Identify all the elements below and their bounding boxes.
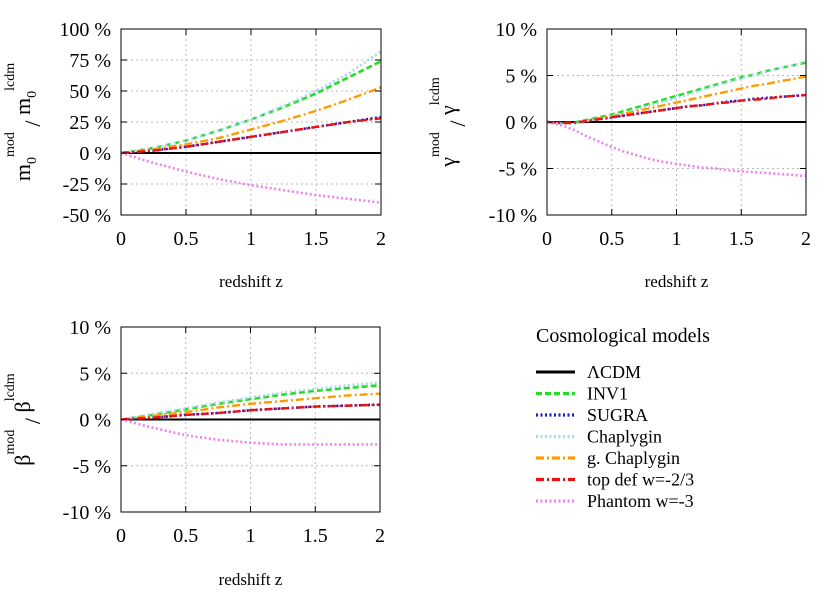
y-axis-label: βmod / βlcdm xyxy=(3,373,45,466)
y-tick-label: 25 % xyxy=(69,112,111,134)
y-axis-label-part: γ xyxy=(435,157,460,168)
x-tick-label: 1 xyxy=(246,228,256,250)
series-line-top-def-w-2-3 xyxy=(546,93,807,125)
series-line-chaplygin xyxy=(120,381,381,421)
legend-label: top def w=-2/3 xyxy=(587,470,694,490)
y-tick-label: 75 % xyxy=(69,50,111,72)
y-axis-label-part: / xyxy=(20,115,45,132)
series-line-g-chaplygin xyxy=(120,86,382,155)
series-line-phantom-w-3 xyxy=(546,120,807,178)
legend-label: g. Chaplygin xyxy=(587,448,680,468)
x-tick-label: 0.5 xyxy=(173,525,198,547)
y-axis-label-part: 0 xyxy=(25,91,40,98)
x-tick-label: 0.5 xyxy=(174,228,199,250)
legend-title: Cosmological models xyxy=(536,325,710,347)
y-axis-label-part: m xyxy=(10,98,35,115)
y-tick-label: 100 % xyxy=(59,19,111,41)
y-axis-label-part: lcdm xyxy=(3,63,18,91)
y-tick-label: -10 % xyxy=(63,502,111,524)
y-axis-label-part: β xyxy=(10,455,35,466)
legend-label: Chaplygin xyxy=(587,427,662,447)
x-tick-label: 1 xyxy=(672,228,682,250)
x-tick-label: 1.5 xyxy=(729,228,754,250)
y-tick-label: 10 % xyxy=(495,19,537,41)
y-tick-label: -10 % xyxy=(489,205,537,227)
x-tick-label: 0 xyxy=(116,525,126,547)
legend: Cosmological models ΛCDMINV1SUGRAChaplyg… xyxy=(536,325,710,511)
y-axis-label-part: / xyxy=(445,115,470,132)
panel-gamma-ratio: 0 0.5 1 1.5 2-10 %-5 %0 %5 %10 %redshift zγm… xyxy=(428,19,811,291)
series-line-top-def-w-2-3 xyxy=(120,403,381,421)
y-tick-label: -5 % xyxy=(499,159,537,181)
legend-label: Phantom w=-3 xyxy=(587,491,694,511)
x-tick-label: 2 xyxy=(376,228,386,250)
y-tick-label: 10 % xyxy=(69,317,111,339)
series-line-top-def-w-2-3 xyxy=(120,117,382,155)
series-line-inv1 xyxy=(546,61,807,125)
x-tick-label: 2 xyxy=(801,228,811,250)
y-tick-label: 0 % xyxy=(79,410,111,432)
x-tick-label: 1.5 xyxy=(304,228,329,250)
y-axis-label-part: / xyxy=(20,412,45,429)
y-axis-label-part: γ xyxy=(435,105,460,116)
x-tick-label: 1 xyxy=(246,525,256,547)
y-axis-label: γmod / γlcdm xyxy=(428,77,470,168)
y-tick-label: 5 % xyxy=(79,363,111,385)
y-axis-label: m0mod / m0lcdm xyxy=(3,63,45,181)
y-tick-label: -50 % xyxy=(63,205,111,227)
x-axis-label: redshift z xyxy=(645,272,709,291)
series-line-phantom-w-3 xyxy=(120,151,382,204)
series-line-g-chaplygin xyxy=(120,392,381,421)
x-tick-label: 0 xyxy=(542,228,552,250)
legend-label: INV1 xyxy=(587,384,628,404)
y-tick-label: -25 % xyxy=(63,174,111,196)
y-axis-label-part: β xyxy=(10,401,35,412)
y-tick-label: 5 % xyxy=(505,66,537,88)
y-tick-label: -5 % xyxy=(73,456,111,478)
x-axis-label: redshift z xyxy=(219,272,283,291)
series-line-chaplygin xyxy=(120,50,382,155)
series-line-inv1 xyxy=(120,383,381,421)
y-axis-label-part: lcdm xyxy=(428,77,443,105)
y-axis-label-part: mod xyxy=(3,430,18,455)
y-axis-label-part: m xyxy=(10,164,35,181)
y-tick-label: 0 % xyxy=(505,112,537,134)
y-axis-label-part: 0 xyxy=(25,157,40,164)
panel-m0-ratio: 0 0.5 1 1.5 2 -50 % -25 % 0 % 25 % 50 % 75 % 100 % r… xyxy=(3,19,386,291)
series-line-inv1 xyxy=(120,60,382,155)
panel-beta-ratio: 0 0.5 1 1.5 2-10 %-5 %0 %5 %10 %redshift zβm… xyxy=(3,317,385,589)
series-line-phantom-w-3 xyxy=(120,418,380,446)
y-axis-label-part: mod xyxy=(3,132,18,157)
legend-label: SUGRA xyxy=(587,405,648,425)
legend-label: ΛCDM xyxy=(587,362,641,382)
y-tick-label: 50 % xyxy=(69,81,111,103)
series-line-sugra xyxy=(120,403,381,421)
x-tick-label: 2 xyxy=(375,525,385,547)
y-tick-label: 0 % xyxy=(79,143,111,165)
x-axis-label: redshift z xyxy=(219,570,283,589)
y-axis-label-part: lcdm xyxy=(3,373,18,401)
x-tick-label: 0 xyxy=(116,228,126,250)
x-tick-label: 0.5 xyxy=(599,228,624,250)
x-tick-label: 1.5 xyxy=(303,525,328,547)
y-axis-label-part: mod xyxy=(428,132,443,157)
